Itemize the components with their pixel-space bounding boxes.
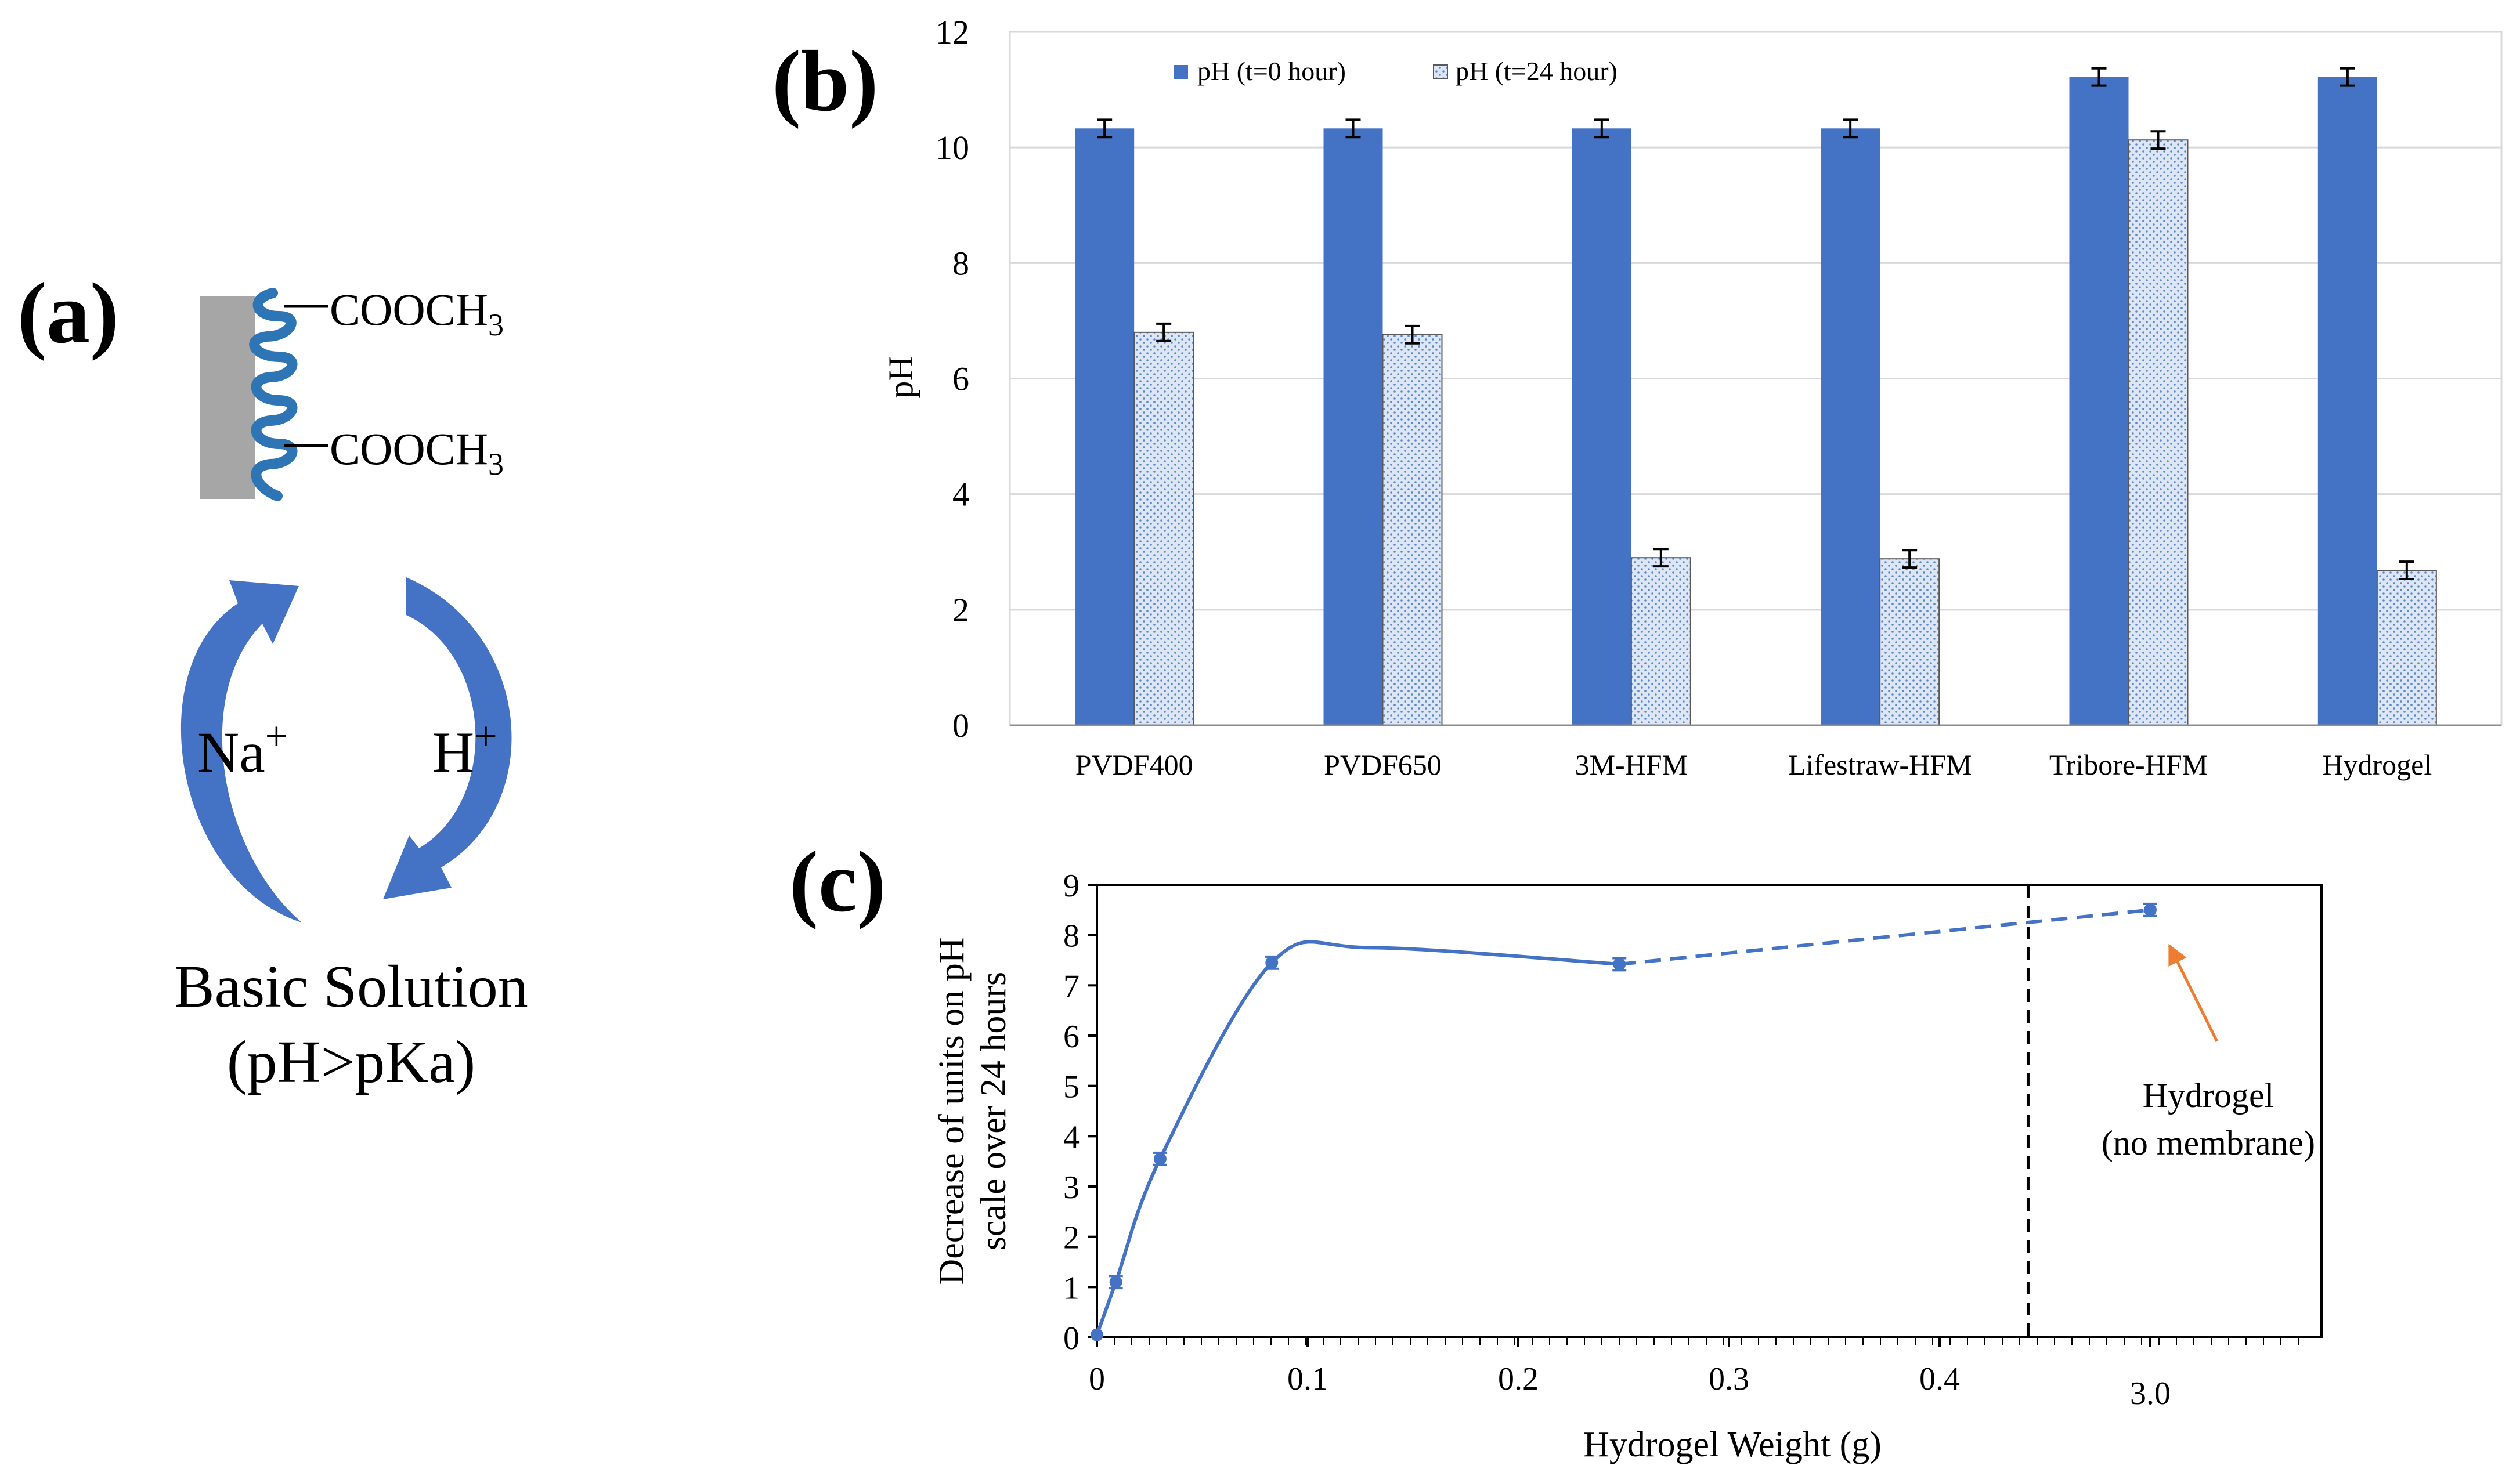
c-ytick-label: 0 [1063, 1321, 1080, 1356]
b-legend: pH (t=0 hour) pH (t=24 hour) [1174, 56, 1618, 86]
legend-swatch-t24 [1433, 64, 1448, 79]
annotation-arrow [2168, 943, 2219, 1043]
b-ytick-labels: 0 2 4 6 8 10 12 [936, 13, 969, 744]
b-category-label-hydrogel: Hydrogel [2322, 748, 2432, 781]
c-xtick-label: 0.1 [1287, 1361, 1328, 1397]
c-solid-curve [1095, 940, 1620, 1336]
legend-label-t24: pH (t=24 hour) [1456, 56, 1618, 86]
c-data-point [1109, 1275, 1122, 1289]
b-category-label-tribore-hfm: Tribore-HFM [2049, 748, 2208, 781]
cycle-arrow-right [383, 577, 512, 899]
b-category-label-3m-hfm: 3M-HFM [1575, 748, 1688, 781]
b-ytick-label: 12 [936, 13, 969, 51]
c-data-point [1265, 956, 1279, 969]
c-ylabel-line-1: Decrease of units on pH [932, 937, 972, 1285]
group-top: COOCH3 [330, 284, 504, 342]
c-data-point [2144, 903, 2157, 917]
b-bar-hydrogel-t24 [2376, 570, 2437, 726]
b-category-label-lifestraw-hfm: Lifestraw-HFM [1788, 748, 1972, 781]
cycle-arrow-left [180, 580, 302, 923]
b-ytick-label: 4 [952, 476, 969, 513]
c-ytick-label: 4 [1063, 1119, 1080, 1155]
c-xtick-label: 0.3 [1709, 1361, 1749, 1397]
c-dashed-line [1619, 908, 2151, 966]
plot-frame-c [1096, 884, 2323, 1338]
c-ytick-label: 9 [1063, 868, 1080, 904]
c-xtick-label: 0 [1089, 1361, 1105, 1397]
c-ytick-label: 6 [1063, 1019, 1080, 1055]
panel-c: (c) 0 1 2 3 4 5 6 7 8 9 0 0.1 0.2 0.3 0.4 3.0 Hydrogel … [789, 834, 2323, 1464]
b-ytick-label: 10 [936, 129, 969, 167]
panel-c-label: (c) [789, 834, 886, 930]
c-ytick-label: 8 [1063, 918, 1080, 954]
b-ytick-label: 2 [952, 591, 969, 629]
c-xtick-label: 3.0 [2130, 1376, 2171, 1412]
ion-na: Na+ [197, 714, 288, 784]
polymer-coil [249, 288, 298, 501]
b-bar-pvdf650-t24 [1382, 334, 1443, 726]
c-data-point [1613, 957, 1626, 971]
b-ytick-label: 8 [952, 244, 969, 282]
c-x-axis-title: Hydrogel Weight (g) [1583, 1425, 1882, 1464]
group-bottom: COOCH3 [330, 424, 504, 482]
surface-block [200, 296, 255, 499]
c-ytick-label: 2 [1063, 1220, 1080, 1256]
panel-a-label: (a) [17, 265, 119, 361]
legend-label-t0: pH (t=0 hour) [1197, 56, 1346, 86]
panel-a: (a) COOCH3 COOCH3 Na+ H+ Basic Solution … [17, 265, 528, 1095]
b-bar-lifestraw-hfm-t0 [1821, 128, 1880, 725]
b-y-axis-title: pH [882, 356, 920, 398]
b-gridlines [1010, 31, 2501, 611]
b-ytick-label: 0 [952, 707, 969, 744]
b-category-labels: PVDF400 PVDF650 3M-HFM Lifestraw-HFM Tribore… [1075, 748, 2432, 781]
c-ytick-label: 3 [1063, 1170, 1080, 1206]
annotation-line-1: Hydrogel [2143, 1076, 2275, 1115]
b-category-label-pvdf400: PVDF400 [1075, 748, 1193, 781]
b-category-label-pvdf650: PVDF650 [1324, 748, 1442, 781]
c-xtick-label: 0.2 [1498, 1361, 1539, 1397]
c-data-point [1091, 1328, 1103, 1341]
c-ytick-label: 1 [1063, 1270, 1080, 1306]
c-ytick-label: 7 [1063, 968, 1080, 1004]
b-bar-lifestraw-hfm-t24 [1879, 558, 1940, 726]
legend-swatch-t0 [1174, 65, 1188, 79]
c-points [1091, 902, 2157, 1341]
c-ytick-label: 5 [1063, 1069, 1080, 1105]
b-bar-pvdf400-t24 [1133, 331, 1194, 726]
c-ylabel-line-2: scale over 24 hours [974, 972, 1013, 1250]
ion-h: H+ [432, 714, 497, 784]
b-bar-tribore-hfm-t24 [2128, 139, 2189, 726]
panel-b-label: (b) [772, 33, 878, 129]
b-bar-pvdf400-t0 [1075, 128, 1135, 725]
panel-b: (b) 0 2 4 6 8 10 12 PVDF400 PVDF650 3M-HFM Lifest… [772, 13, 2503, 781]
b-bar-3m-hfm-t24 [1630, 557, 1691, 726]
b-bar-pvdf650-t0 [1323, 128, 1383, 725]
solution-line-1: Basic Solution [174, 953, 528, 1020]
c-axis-ticks: 0 1 2 3 4 5 6 7 8 9 0 0.1 0.2 0.3 0.4 3.0 [1063, 868, 2299, 1412]
c-data-point [1153, 1152, 1167, 1166]
b-ytick-label: 6 [952, 360, 969, 398]
b-bar-tribore-hfm-t0 [2069, 77, 2129, 725]
b-bars [1075, 67, 2437, 726]
solution-line-2: (pH>pKa) [227, 1029, 475, 1095]
b-bar-hydrogel-t0 [2317, 77, 2377, 725]
c-y-axis-title: Decrease of units on pH scale over 24 ho… [932, 937, 1013, 1285]
c-xtick-label: 0.4 [1919, 1361, 1960, 1397]
c-lines [1095, 885, 2151, 1337]
annotation-line-2: (no membrane) [2102, 1124, 2315, 1162]
b-bar-3m-hfm-t0 [1572, 128, 1631, 725]
